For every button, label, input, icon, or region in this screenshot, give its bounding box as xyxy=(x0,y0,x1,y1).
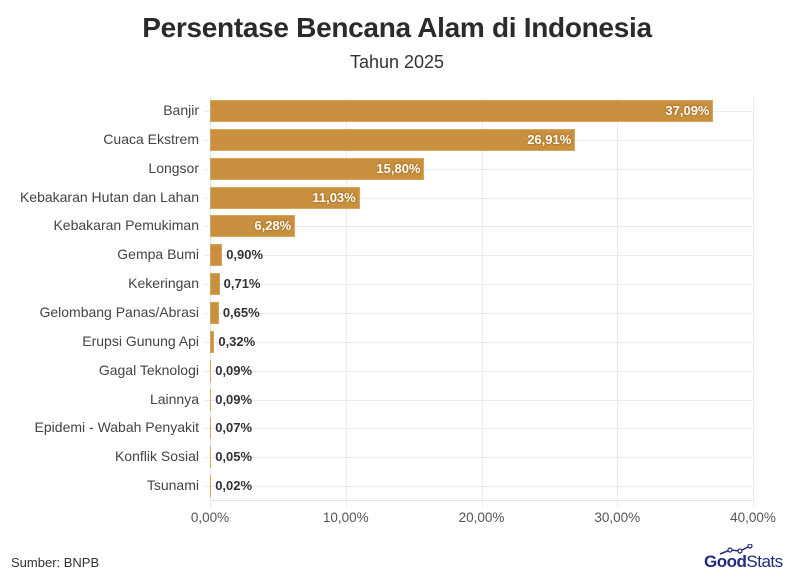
x-tick-label: 40,00% xyxy=(730,510,776,525)
bar xyxy=(210,475,212,498)
gridline xyxy=(204,486,753,488)
bar: 26,91% xyxy=(210,128,576,151)
bar-row: 37,09% xyxy=(204,97,753,125)
trend-line-icon xyxy=(719,544,753,555)
bar-row: 0,32% xyxy=(204,328,753,356)
plot-area: 37,09% 26,91% 15,80% 11,03% 6,28% 0,90% 0,71% 0… xyxy=(204,97,754,507)
chart-title: Persentase Bencana Alam di Indonesia xyxy=(142,12,652,43)
bar-value-label: 0,32% xyxy=(218,333,256,349)
bar-value-label: 15,80% xyxy=(376,160,421,176)
bar xyxy=(210,388,212,411)
bar-value-label: 6,28% xyxy=(254,218,292,234)
bar-value-label: 0,07% xyxy=(215,420,253,436)
category-label: Konflik Sosial xyxy=(114,448,199,465)
x-tick-label: 20,00% xyxy=(458,510,505,525)
bar xyxy=(210,417,212,440)
gridline xyxy=(204,312,753,314)
gridline xyxy=(204,399,753,401)
x-tick-label: 0,00% xyxy=(190,510,230,525)
gridline xyxy=(204,168,753,170)
category-label: Cuaca Ekstrem xyxy=(103,130,199,147)
category-label: Erupsi Gunung Api xyxy=(82,332,199,349)
bar-value-label: 0,71% xyxy=(223,276,261,292)
category-label: Epidemi - Wabah Penyakit xyxy=(34,419,199,436)
category-label: Longsor xyxy=(148,159,199,176)
bar-row: 6,28% xyxy=(204,212,753,240)
gridline xyxy=(345,97,347,507)
gridline xyxy=(753,97,754,507)
logo-good: Good xyxy=(704,552,747,571)
bar-value-label: 0,90% xyxy=(226,247,264,263)
category-label: Kebakaran Hutan dan Lahan xyxy=(19,188,199,205)
bar: 6,28% xyxy=(210,215,296,238)
bar-value-label: 26,91% xyxy=(527,131,572,147)
x-tick-label: 30,00% xyxy=(594,510,641,525)
bar: 11,03% xyxy=(210,186,360,209)
chart-subtitle: Tahun 2025 xyxy=(349,52,445,72)
x-tick-label: 10,00% xyxy=(322,510,369,525)
gridline xyxy=(204,284,753,286)
bar-value-label: 0,09% xyxy=(215,391,253,407)
category-label: Gagal Teknologi xyxy=(98,361,199,378)
category-label: Kekeringan xyxy=(128,275,199,292)
bar-row: 15,80% xyxy=(204,155,753,183)
bar-row: 0,02% xyxy=(204,472,753,500)
bar: 15,80% xyxy=(210,157,425,180)
bar-row: 11,03% xyxy=(204,184,753,212)
gridline xyxy=(481,97,483,507)
bar xyxy=(210,446,212,469)
bar-value-label: 0,65% xyxy=(222,304,260,320)
bar: 37,09% xyxy=(210,100,714,122)
bar-row: 0,07% xyxy=(204,414,753,442)
bar-row: 0,05% xyxy=(204,443,753,471)
bar xyxy=(210,330,215,353)
bar-value-label: 0,05% xyxy=(215,449,253,465)
bar xyxy=(210,244,223,267)
source-note: Sumber: BNPB xyxy=(11,555,100,570)
gridline xyxy=(204,255,753,257)
bar-value-label: 37,09% xyxy=(665,103,710,118)
bar-row: 0,71% xyxy=(204,270,753,298)
bar-row: 0,09% xyxy=(204,357,753,385)
category-label: Lainnya xyxy=(149,390,199,407)
category-label: Kebakaran Pemukiman xyxy=(53,217,199,234)
bar xyxy=(210,359,212,382)
gridline xyxy=(204,370,753,372)
bar-row: 26,91% xyxy=(204,126,753,154)
bar xyxy=(210,273,220,296)
category-label: Gempa Bumi xyxy=(117,246,199,263)
logo-stats: Stats xyxy=(746,552,783,571)
category-label: Tsunami xyxy=(146,477,199,494)
bar-value-label: 11,03% xyxy=(312,189,356,205)
gridline xyxy=(204,341,753,343)
bar-value-label: 0,09% xyxy=(215,362,253,378)
bar xyxy=(210,301,219,324)
bar-row: 0,90% xyxy=(204,241,753,269)
gridline xyxy=(204,197,753,199)
goodstats-logo: GoodStats xyxy=(704,544,783,572)
gridline xyxy=(204,226,753,228)
gridline xyxy=(204,428,753,430)
gridline xyxy=(204,457,753,459)
bar-row: 0,65% xyxy=(204,299,753,327)
category-label: Banjir xyxy=(163,102,199,118)
bar-row: 0,09% xyxy=(204,386,753,414)
category-label: Gelombang Panas/Abrasi xyxy=(39,303,199,320)
gridline xyxy=(617,97,619,507)
bar-value-label: 0,02% xyxy=(215,478,253,494)
